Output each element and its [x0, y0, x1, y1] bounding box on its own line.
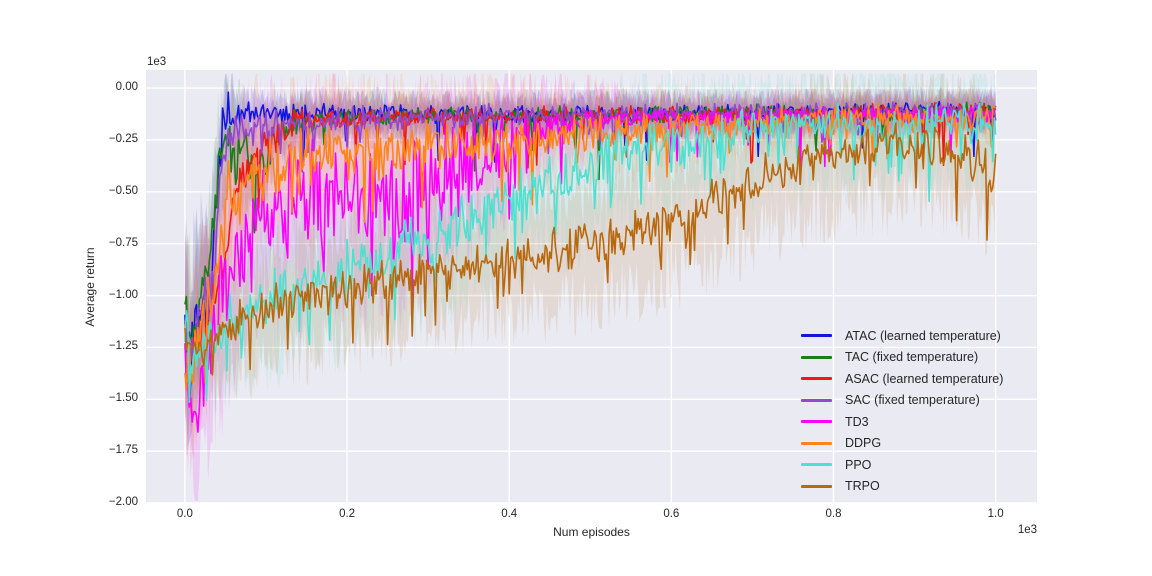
y-tick-label: −1.00 [108, 288, 138, 301]
legend-label-atac: ATAC (learned temperature) [845, 328, 1001, 343]
legend-swatch-td3 [801, 420, 832, 424]
y-tick-label: −2.00 [108, 496, 138, 508]
series-band-trpo [184, 73, 996, 430]
series-line-ddpg [184, 103, 997, 391]
legend-swatch-ddpg [801, 441, 832, 445]
gridlines [146, 70, 1037, 504]
series-band-ddpg [184, 73, 996, 460]
legend-label-trpo: TRPO [845, 479, 880, 494]
legend-item-asac: ASAC (learned temperature) [801, 368, 1003, 390]
legend-swatch-trpo [801, 484, 832, 488]
legend-swatch-atac [801, 334, 832, 338]
x-tick-label: 0.8 [825, 508, 842, 520]
series-line-trpo [184, 122, 997, 376]
legend-label-td3: TD3 [845, 414, 869, 429]
series-line-td3 [184, 104, 997, 433]
x-tick-label: 0.0 [176, 508, 193, 520]
legend-swatch-asac [801, 377, 832, 381]
y-tick-label: −1.25 [108, 340, 138, 353]
legend-label-ddpg: DDPG [845, 436, 882, 451]
y-tick-label: −0.25 [108, 132, 138, 145]
y-tick-label: −1.50 [108, 392, 138, 405]
legend-swatch-sac [801, 398, 832, 402]
series-band-td3 [184, 73, 996, 501]
x-tick-label: 0.4 [501, 508, 518, 520]
legend-item-td3: TD3 [801, 411, 1003, 433]
y-tick-label: −0.50 [108, 184, 138, 197]
x-axis-offset-label: 1e3 [1017, 524, 1037, 536]
y-tick-label: −1.75 [108, 444, 138, 457]
legend-item-tac: TAC (fixed temperature) [801, 347, 1003, 369]
legend-swatch-ppo [801, 463, 832, 467]
legend-label-ppo: PPO [845, 457, 872, 472]
legend-item-sac: SAC (fixed temperature) [801, 390, 1003, 412]
x-axis-title: Num episodes [553, 525, 630, 539]
legend-label-asac: ASAC (learned temperature) [845, 371, 1004, 386]
x-tick-label: 0.2 [339, 508, 356, 520]
series-line-ppo [184, 102, 997, 404]
y-tick-label: −0.75 [108, 236, 138, 249]
y-axis-title: Average return [83, 247, 97, 327]
x-tick-label: 0.6 [663, 508, 680, 520]
legend: ATAC (learned temperature) TAC (fixed tem… [801, 325, 1003, 497]
legend-swatch-tac [801, 355, 832, 359]
legend-item-atac: ATAC (learned temperature) [801, 325, 1003, 347]
series-plot-area [184, 73, 997, 501]
legend-label-tac: TAC (fixed temperature) [845, 350, 979, 365]
legend-item-ddpg: DDPG [801, 433, 1003, 455]
legend-item-trpo: TRPO [801, 476, 1003, 498]
x-tick-label: 1.0 [987, 508, 1004, 520]
legend-label-sac: SAC (fixed temperature) [845, 393, 980, 408]
y-axis-offset-label: 1e3 [147, 56, 167, 68]
y-tick-label: 0.00 [115, 81, 138, 94]
legend-item-ppo: PPO [801, 454, 1003, 476]
